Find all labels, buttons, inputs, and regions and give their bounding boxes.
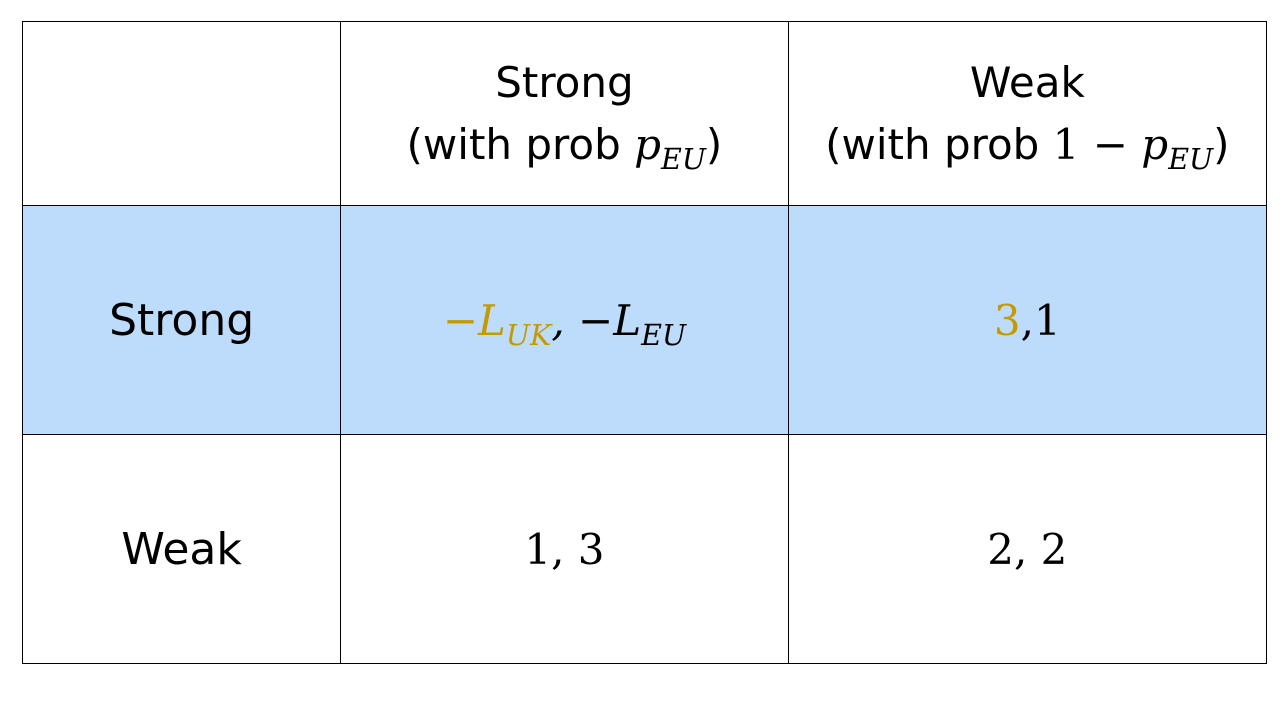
column-header-strong-prob: (with prob pEU) — [341, 114, 787, 176]
column-header-weak: Weak (with prob 1 − pEU) — [787, 21, 1268, 206]
column-header-strong-name: Strong — [495, 57, 634, 107]
row-strong: Strong −LUK, −LEU 3,1 — [21, 205, 1268, 435]
prob-prefix: (with prob — [825, 119, 1053, 169]
row-header-weak: Weak — [21, 434, 342, 664]
payoff-cell-weak-strong: 1, 3 — [340, 434, 789, 664]
payoff-matrix: Strong (with prob pEU) Weak (with prob 1… — [21, 21, 1268, 664]
uk-variable: L — [478, 295, 506, 345]
eu-payoff: 3 — [577, 524, 605, 574]
payoff-separator: , — [1020, 295, 1034, 345]
eu-sign: − — [578, 295, 614, 345]
uk-payoff: 2 — [987, 524, 1014, 574]
column-header-weak-prob: (with prob 1 − pEU) — [789, 114, 1266, 176]
corner-cell — [21, 21, 342, 206]
uk-subscript: UK — [505, 317, 552, 352]
eu-variable: L — [613, 295, 642, 345]
prob-suffix: ) — [705, 119, 723, 169]
prob-suffix: ) — [1213, 119, 1230, 169]
prob-prefix: (with prob — [406, 119, 635, 169]
column-header-weak-name: Weak — [969, 57, 1085, 107]
prob-variable: p — [1141, 119, 1169, 169]
uk-payoff: 1 — [524, 524, 552, 574]
uk-payoff: −LUK — [442, 295, 551, 349]
payoff-separator: , — [1013, 524, 1041, 574]
payoff-separator: , — [551, 524, 578, 574]
payoff-cell-strong-weak: 3,1 — [787, 205, 1268, 435]
row-weak: Weak 1, 3 2, 2 — [21, 434, 1268, 664]
uk-payoff: 3 — [993, 295, 1021, 345]
payoff-cell-weak-weak: 2, 2 — [787, 434, 1268, 664]
eu-payoff: 1 — [1033, 295, 1061, 345]
row-header-strong: Strong — [21, 205, 342, 435]
prob-subscript: EU — [661, 141, 706, 176]
uk-sign: − — [442, 295, 479, 345]
prob-subscript: EU — [1168, 141, 1214, 176]
eu-payoff: −LEU — [578, 295, 686, 349]
eu-subscript: EU — [641, 317, 687, 352]
eu-payoff: 2 — [1040, 524, 1068, 574]
prob-variable: p — [634, 119, 661, 169]
column-header-strong: Strong (with prob pEU) — [340, 21, 789, 206]
payoff-cell-strong-strong: −LUK, −LEU — [340, 205, 789, 435]
header-row: Strong (with prob pEU) Weak (with prob 1… — [21, 21, 1268, 206]
payoff-separator: , — [551, 295, 579, 345]
prob-one-minus: 1 − — [1052, 119, 1142, 169]
